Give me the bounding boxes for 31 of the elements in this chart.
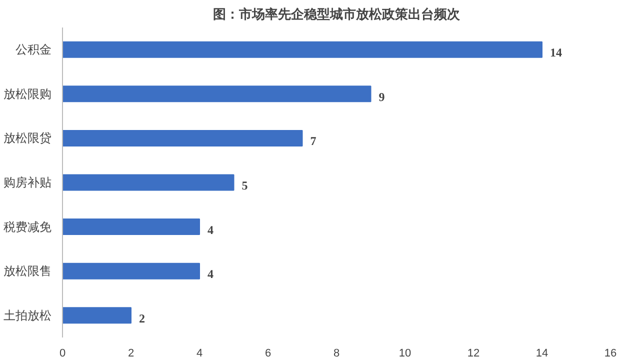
x-tick-label: 10 [398,348,412,359]
data-label: 4 [208,222,214,237]
x-tick-label: 6 [264,348,272,359]
chart-title: 图：市场率先企稳型城市放松政策出台频次 [213,6,461,22]
data-label: 9 [378,90,385,104]
x-tick-label: 8 [333,348,340,359]
y-tick-label: 公积金 [16,42,52,57]
y-tick-label: 购房补贴 [4,176,52,190]
bar [62,130,303,146]
x-tick-label: 14 [536,348,548,359]
data-label: 4 [208,267,214,282]
bar [62,218,200,236]
bar [62,174,234,191]
y-tick-label: 放松限购 [4,86,52,101]
bar [62,307,132,324]
bar [62,262,200,280]
x-tick-label: 12 [467,348,480,359]
x-tick-label: 16 [604,348,617,359]
x-tick-label: 4 [196,348,203,359]
data-label: 5 [242,178,248,192]
bar [62,86,372,102]
x-tick-label: 2 [128,348,134,359]
y-tick-label: 放松限贷 [4,131,52,146]
bar [62,41,542,58]
x-tick-label: 0 [59,348,66,359]
y-tick-label: 税费减免 [4,220,52,234]
y-tick-label: 放松限售 [4,264,52,278]
y-tick-label: 土拍放松 [4,308,52,322]
data-label: 2 [139,311,145,326]
data-label: 14 [550,46,562,60]
data-label: 7 [310,134,316,148]
